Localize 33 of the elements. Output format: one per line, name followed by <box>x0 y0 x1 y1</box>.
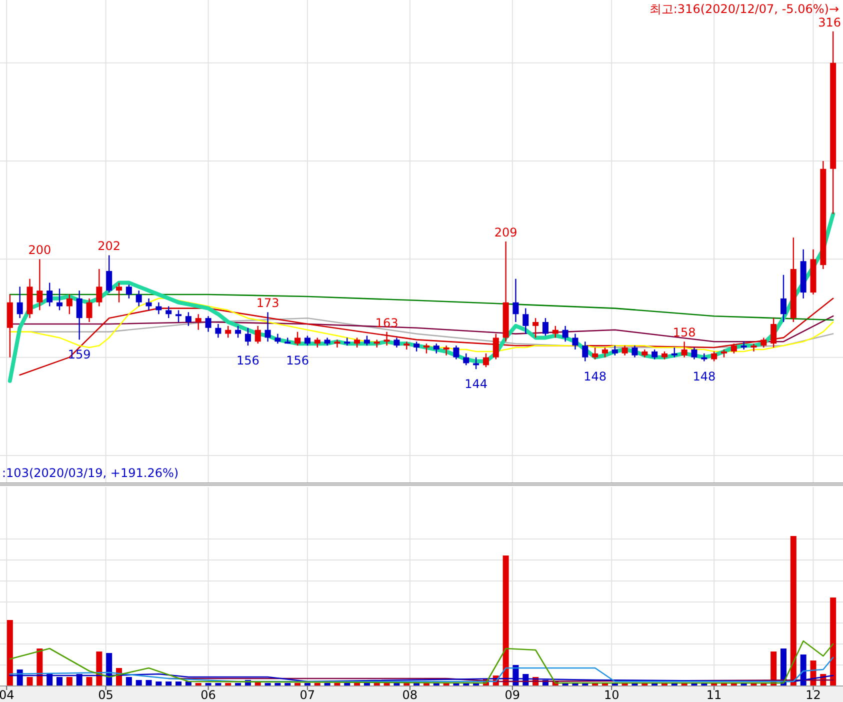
x-tick-label: 07 <box>300 688 316 702</box>
bar <box>66 677 72 686</box>
x-tick-label: 04 <box>0 688 14 702</box>
bar <box>86 677 92 686</box>
bar <box>830 598 836 686</box>
bar <box>136 680 142 686</box>
bar <box>26 677 33 686</box>
annotation: 200 <box>28 243 52 258</box>
x-tick-label: 11 <box>706 688 722 702</box>
annotation: 최고:316(2020/12/07, -5.06%)→ <box>649 2 839 16</box>
annotation: 148 <box>584 369 607 384</box>
bar <box>502 556 509 686</box>
x-tick-label: 12 <box>806 688 821 702</box>
annotation: 156 <box>236 354 260 368</box>
annotation: 144 <box>464 377 488 392</box>
annotation: 202 <box>98 239 121 254</box>
bar <box>36 648 43 686</box>
annotation: 163 <box>375 316 398 330</box>
x-tick-label: 05 <box>98 688 114 702</box>
annotation: 316 <box>818 15 841 30</box>
bar <box>790 536 796 686</box>
annotation: 158 <box>672 326 696 340</box>
annotation: 148 <box>692 369 716 384</box>
x-tick-label: 08 <box>402 688 418 702</box>
annotation: :103(2020/03/19, +191.26%) <box>2 466 179 480</box>
x-tick-label: 06 <box>200 688 216 702</box>
x-tick-label: 10 <box>604 688 620 702</box>
annotation: 209 <box>494 226 518 240</box>
bar <box>6 620 13 686</box>
annotation: 156 <box>286 354 309 368</box>
annotation: 173 <box>256 296 280 310</box>
bar <box>146 680 152 686</box>
x-tick-label: 09 <box>504 688 520 702</box>
